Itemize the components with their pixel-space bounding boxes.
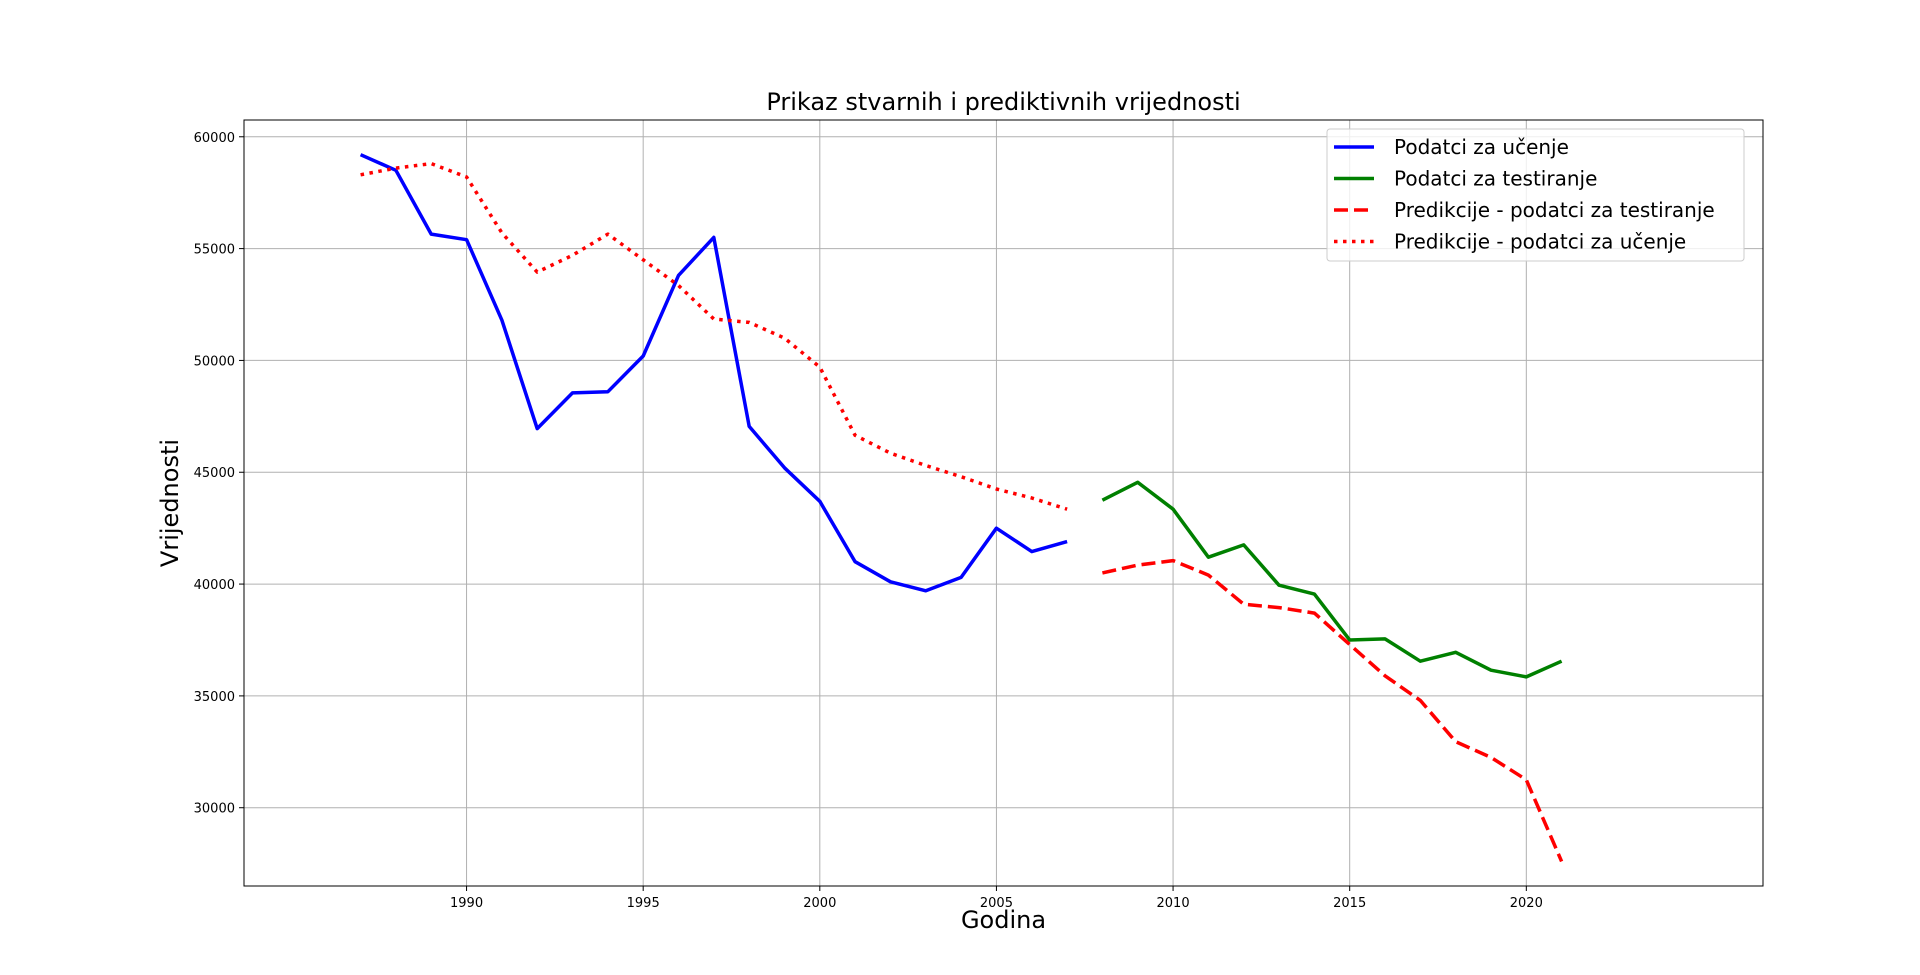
x-tick-label: 2005 <box>980 896 1013 911</box>
legend-label: Podatci za testiranje <box>1394 167 1597 191</box>
series-lines <box>359 153 1564 863</box>
x-tick-label: 2010 <box>1157 896 1190 911</box>
legend-label: Podatci za učenje <box>1394 135 1569 159</box>
x-tick-label: 1990 <box>450 896 483 911</box>
y-tick-label: 60000 <box>194 131 235 146</box>
legend-label: Predikcije - podatci za testiranje <box>1394 198 1715 222</box>
y-axis-label: Vrijednosti <box>156 439 184 567</box>
series-line <box>1101 480 1563 679</box>
x-tick-label: 2015 <box>1333 896 1366 911</box>
plot-area-frame <box>243 119 1764 887</box>
y-tick-label: 55000 <box>194 243 235 258</box>
x-tick-label: 2020 <box>1510 896 1543 911</box>
series-line <box>1102 558 1564 863</box>
legend-box <box>1326 128 1745 262</box>
x-tick-label: 2000 <box>803 896 836 911</box>
x-axis-label: Godina <box>961 906 1046 934</box>
y-tick-label: 30000 <box>194 802 235 817</box>
x-axis: 1990 1995 2000 2005 2010 2015 2020 <box>450 886 1543 911</box>
chart-title: Prikaz stvarnih i prediktivnih vrijednos… <box>766 88 1240 116</box>
series-line <box>359 153 1068 593</box>
legend-label: Predikcije - podatci za učenje <box>1394 230 1686 254</box>
y-tick-label: 40000 <box>194 578 235 593</box>
y-tick-label: 45000 <box>194 466 235 481</box>
y-tick-label: 35000 <box>194 690 235 705</box>
y-tick-label: 50000 <box>194 354 235 369</box>
y-axis: 30000 35000 40000 45000 50000 55000 60000 <box>194 131 244 817</box>
legend: Podatci za učenje Podatci za testiranje Pr… <box>1326 128 1745 262</box>
x-tick-label: 1995 <box>627 896 660 911</box>
